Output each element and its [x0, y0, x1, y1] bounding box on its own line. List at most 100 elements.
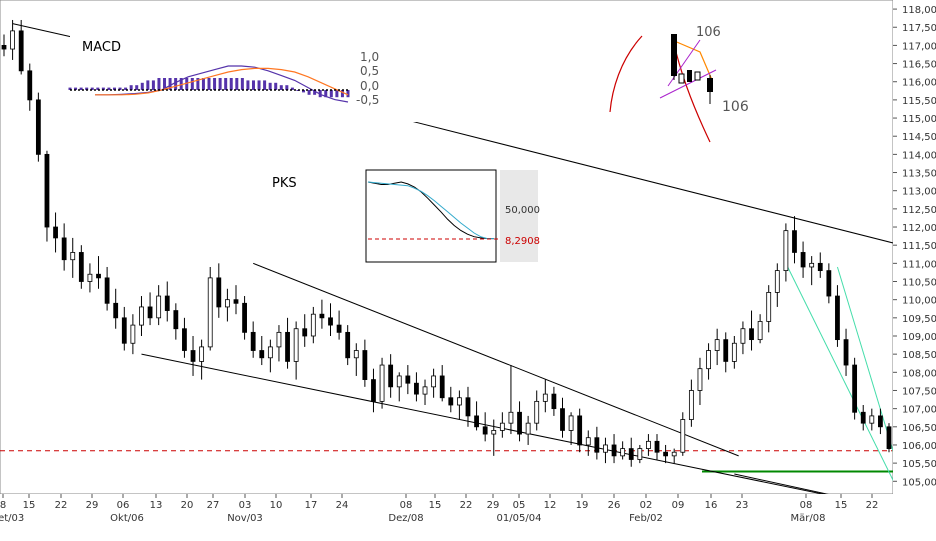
zoom-candle	[694, 71, 701, 81]
macd-hist-bar	[274, 82, 278, 90]
macd-hist-bar	[346, 90, 350, 98]
macd-hist-bar	[151, 80, 155, 90]
macd-hist-bar	[90, 87, 94, 90]
candle-body	[671, 451, 677, 457]
x-tick-label: 20	[181, 500, 194, 511]
candle-body	[259, 350, 265, 359]
candle-body	[302, 328, 308, 337]
macd-signal-line	[95, 67, 349, 96]
pks-inset: PKS 50,000 8,2908	[267, 168, 540, 263]
candle-body	[422, 386, 428, 395]
macd-hist-bar	[263, 80, 267, 90]
macd-hist-bar	[307, 90, 311, 95]
macd-hist-bar	[146, 80, 150, 90]
macd-hist-bar	[179, 78, 183, 90]
candle-body	[130, 324, 136, 344]
candle-body	[482, 426, 488, 435]
x-tick-label: 15	[23, 500, 36, 511]
candle-body	[603, 444, 608, 453]
zoom-label-top: 106	[696, 25, 721, 40]
candle-body	[388, 364, 394, 388]
candle-body	[121, 317, 127, 344]
y-tick-label: 107,000	[902, 405, 936, 416]
candle-body	[749, 328, 754, 341]
candle-body	[499, 422, 505, 431]
x-axis-bg	[0, 494, 893, 536]
candle-body	[293, 328, 299, 362]
x-tick-label: 08	[400, 500, 413, 511]
macd-title: MACD	[82, 40, 121, 55]
candle-body	[860, 411, 866, 424]
macd-hist-bar	[279, 85, 283, 90]
macd-tick-4: -0,5	[356, 93, 379, 107]
y-tick-label: 114,000	[902, 150, 936, 161]
candle-body	[431, 375, 437, 388]
candle-body	[706, 350, 711, 370]
candle-body	[869, 415, 875, 424]
macd-hist-bar	[129, 85, 133, 90]
candle-body	[800, 252, 806, 268]
y-tick-label: 107,500	[902, 386, 936, 397]
macd-hist-bar	[140, 82, 144, 90]
x-tick-label: 19	[576, 500, 589, 511]
candle-body	[61, 237, 67, 261]
macd-hist-bar	[168, 78, 172, 90]
macd-hist-bar	[96, 87, 100, 90]
y-tick-label: 111,500	[902, 241, 936, 252]
y-tick-label: 117,500	[902, 23, 936, 34]
x-tick-label: 26	[608, 500, 621, 511]
macd-tick-3: 0,0	[360, 79, 379, 93]
candle-body	[199, 346, 205, 362]
macd-hist-bar	[85, 87, 89, 90]
candle-body	[224, 299, 230, 308]
candle-body	[35, 99, 41, 155]
macd-hist-bar	[268, 82, 272, 90]
y-tick-label: 106,000	[902, 441, 936, 452]
macd-hist-bar	[335, 90, 339, 98]
macd-hist-bar	[118, 87, 122, 90]
candle-body	[1, 45, 7, 50]
candle-body	[577, 415, 583, 446]
trendline-resistance	[399, 117, 903, 246]
macd-hist-bar	[68, 87, 72, 90]
macd-line	[95, 65, 349, 103]
candle-body	[10, 30, 15, 50]
macd-hist-bar	[213, 78, 217, 90]
candle-body	[362, 350, 368, 380]
candle-body	[680, 419, 686, 453]
candle-body	[723, 339, 729, 362]
x-tick-label: 15	[429, 500, 442, 511]
candle-body	[663, 451, 669, 457]
candle-body	[517, 411, 522, 435]
y-tick-label: 111,000	[902, 259, 936, 270]
x-tick-label: 24	[336, 500, 349, 511]
zoom-candle	[707, 78, 713, 92]
candle-body	[886, 426, 892, 449]
candle-body	[439, 375, 445, 399]
candle-body	[542, 393, 548, 402]
candle-body	[190, 350, 196, 362]
zoom-purple-line-2	[667, 39, 701, 87]
y-tick-label: 118,000	[902, 5, 936, 16]
x-tick-label: 17	[305, 500, 318, 511]
macd-hist-bar	[324, 90, 328, 98]
zoom-candle	[687, 70, 692, 82]
candle-body	[551, 393, 557, 410]
pks-axis-bg	[500, 170, 538, 262]
macd-hist-bar	[124, 87, 128, 90]
x-tick-label: 29	[487, 500, 500, 511]
y-tick-label: 113,500	[902, 169, 936, 180]
channel-line-1	[785, 263, 907, 507]
macd-hist-bar	[79, 87, 83, 90]
macd-hist-bar	[235, 78, 239, 90]
zoom-candle	[671, 34, 677, 76]
trendline-top-left	[12, 23, 78, 39]
candle-body	[70, 252, 76, 261]
y-tick-label: 112,000	[902, 223, 936, 234]
x-month-label: Mär/08	[791, 513, 826, 524]
candle-body	[139, 306, 144, 326]
candle-body	[456, 397, 462, 406]
candle-body	[740, 328, 746, 344]
candle-body	[216, 277, 222, 308]
